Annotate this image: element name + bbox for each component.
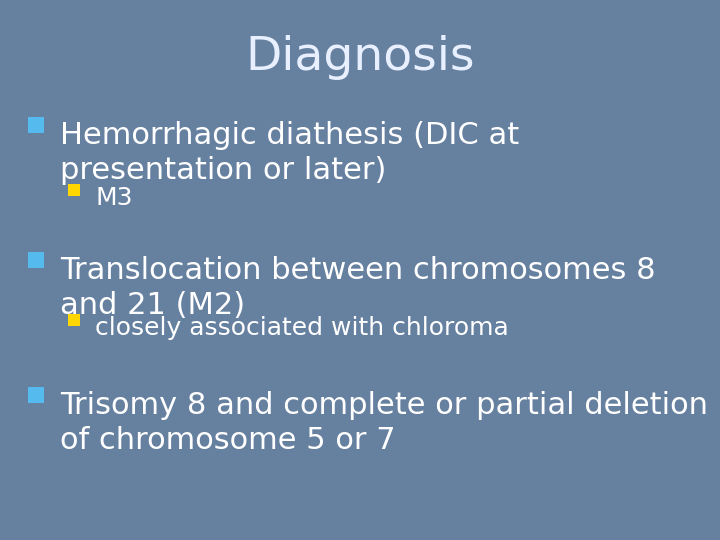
Bar [28, 117, 44, 133]
Bar [68, 314, 80, 326]
Text: closely associated with chloroma: closely associated with chloroma [95, 316, 509, 340]
Text: Trisomy 8 and complete or partial deletion
of chromosome 5 or 7: Trisomy 8 and complete or partial deleti… [60, 391, 708, 455]
Bar [28, 387, 44, 403]
Text: M3: M3 [95, 186, 132, 210]
Text: Translocation between chromosomes 8
and 21 (M2): Translocation between chromosomes 8 and … [60, 256, 656, 320]
Bar [68, 184, 80, 196]
Text: Hemorrhagic diathesis (DIC at
presentation or later): Hemorrhagic diathesis (DIC at presentati… [60, 121, 519, 185]
Text: Diagnosis: Diagnosis [246, 35, 474, 80]
Bar [28, 252, 44, 268]
